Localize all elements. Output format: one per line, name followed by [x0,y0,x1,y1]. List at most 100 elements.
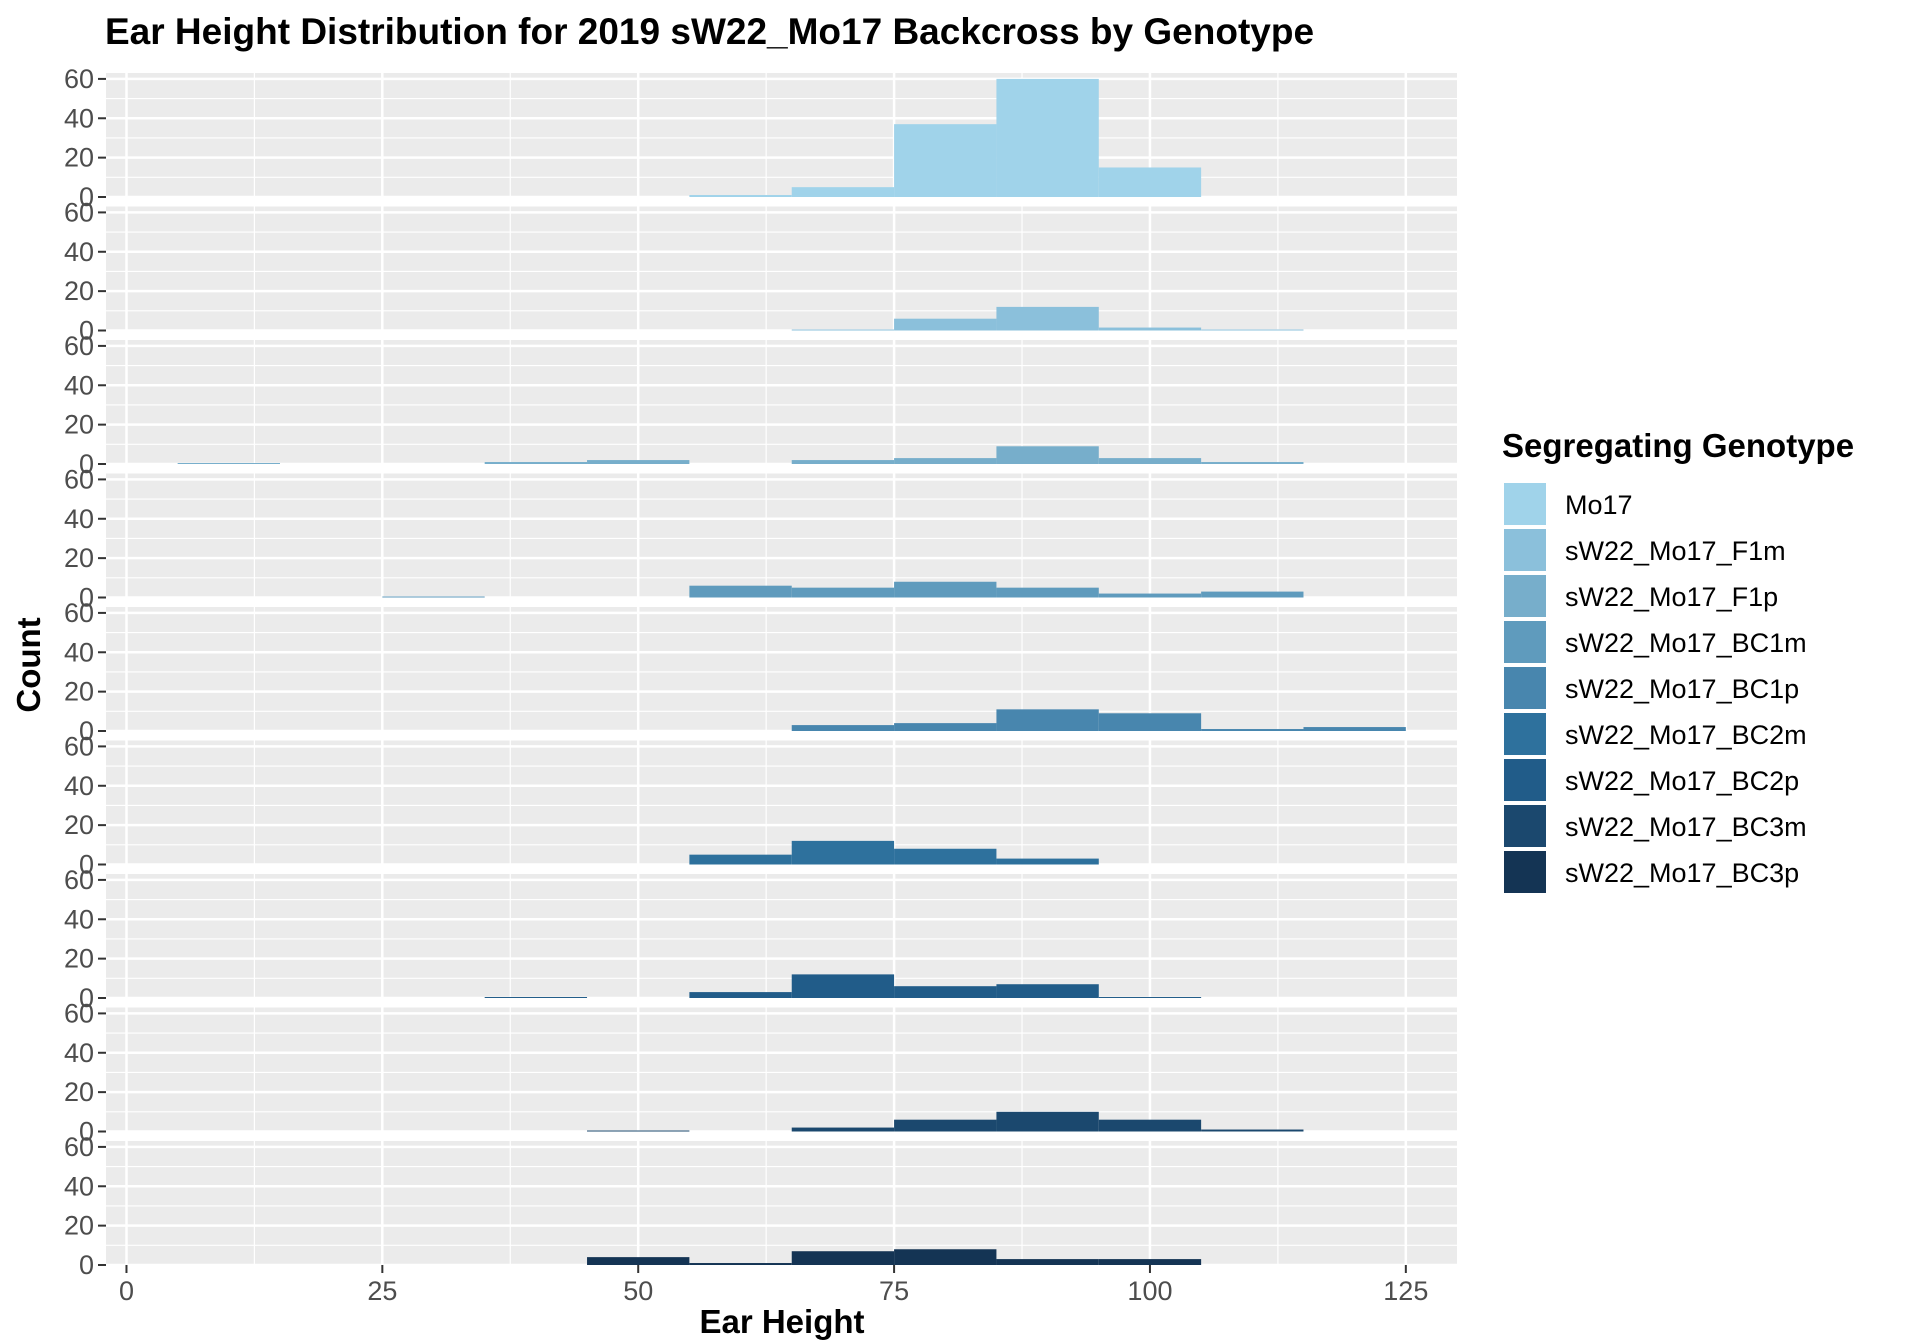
legend-swatch [1502,665,1548,711]
histogram-bar [689,854,792,865]
x-tick-label: 125 [1383,1276,1428,1306]
y-axis-title: Count [10,617,47,712]
y-tick-label: 40 [64,370,94,400]
histogram-bar [1201,329,1304,331]
x-tick-label: 75 [879,1276,909,1306]
legend-swatch [1502,573,1548,619]
chart-title: Ear Height Distribution for 2019 sW22_Mo… [105,11,1314,52]
legend-label: sW22_Mo17_BC1p [1565,674,1799,704]
facet-panel: 0 20 40 60 [64,1132,1457,1280]
y-tick-label: 60 [64,598,94,628]
histogram-bar [791,725,895,731]
legend-item: sW22_Mo17_BC2p [1502,757,1799,803]
histogram-bar [177,463,280,464]
facet-panel: 0 20 40 60 [64,464,1457,613]
x-axis-title: Ear Height [699,1303,864,1340]
histogram-bar [1098,713,1202,731]
panel-background [106,340,1457,464]
histogram-bar [1098,997,1202,998]
legend-swatch [1502,757,1548,803]
histogram-bar [996,587,1099,598]
histogram-bar [996,984,1099,998]
legend-swatch [1502,803,1548,849]
legend-swatch [1502,849,1548,895]
y-tick-label: 20 [64,143,94,173]
histogram-bar [1201,462,1304,464]
y-tick-label: 0 [79,583,94,613]
histogram-bar [791,1251,895,1265]
x-axis: 0 25 50 75 100 125 [119,1265,1428,1306]
legend-item: sW22_Mo17_BC3m [1502,803,1807,849]
y-tick-label: 60 [64,331,94,361]
histogram-bar [587,460,690,464]
panel-background [106,740,1457,865]
y-tick-label: 60 [64,64,94,94]
histogram-bar [1098,327,1202,331]
y-tick-label: 0 [79,850,94,880]
histogram-bar [996,1259,1099,1265]
legend-swatch [1502,619,1548,665]
histogram-bar [996,709,1099,731]
legend-item: sW22_Mo17_F1p [1502,573,1778,619]
histogram-bar [894,124,997,197]
facet-panel: 0 20 40 60 [64,998,1457,1147]
y-tick-label: 40 [64,237,94,267]
histogram-bar [791,187,895,197]
histogram-bar [689,195,792,197]
y-tick-label: 0 [79,182,94,212]
y-tick-label: 60 [64,865,94,895]
facet-panel: 0 20 40 60 [64,598,1457,746]
facet-panel: 0 20 40 60 [64,197,1457,346]
y-tick-label: 20 [64,543,94,573]
facet-panel: 0 20 40 60 [64,64,1457,212]
histogram-bar [791,1127,895,1132]
histogram-bar [791,840,895,865]
histogram-bar [894,318,997,331]
legend-label: sW22_Mo17_F1p [1565,582,1778,612]
histogram-bar [1098,1119,1202,1132]
histogram-bar [1201,729,1304,731]
histogram-bar [1098,167,1202,197]
x-tick-label: 100 [1127,1276,1172,1306]
histogram-bar [791,329,895,331]
histogram-bar [689,585,792,598]
histogram-bar [689,992,792,998]
y-tick-label: 60 [64,731,94,761]
x-tick-label: 25 [367,1276,397,1306]
panel-background [106,607,1457,731]
y-tick-label: 20 [64,410,94,440]
histogram-bar [894,1119,997,1132]
facet-panel: 0 20 40 60 [64,331,1457,479]
histogram-bar [587,1130,690,1132]
legend-items: Mo17 sW22_Mo17_F1m sW22_Mo17_F1p sW22_Mo17_… [1502,481,1807,895]
y-tick-label: 0 [79,1117,94,1147]
histogram-bar [689,1263,792,1265]
histogram-bar [1201,1129,1304,1132]
histogram-bar [587,1257,690,1265]
legend-label: sW22_Mo17_BC2p [1565,766,1799,796]
y-tick-label: 40 [64,1038,94,1068]
histogram-bar [1098,1259,1202,1265]
y-tick-label: 20 [64,677,94,707]
histogram-bar [996,1111,1099,1132]
panel-background [106,206,1457,331]
histogram-bar [894,581,997,598]
histogram-bar [1098,458,1202,464]
legend-swatch [1502,711,1548,757]
legend: Segregating Genotype Mo17 sW22_Mo17_F1m sW… [1502,427,1854,895]
legend-item: Mo17 [1502,481,1633,527]
y-tick-label: 40 [64,637,94,667]
panel-background [106,1007,1457,1132]
legend-item: sW22_Mo17_BC2m [1502,711,1807,757]
legend-label: sW22_Mo17_BC3p [1565,858,1799,888]
legend-item: sW22_Mo17_F1m [1502,527,1786,573]
histogram-bar [996,306,1099,331]
histogram-bar [894,848,997,865]
histogram-bar [894,723,997,731]
y-tick-label: 60 [64,998,94,1028]
y-tick-label: 0 [79,316,94,346]
histogram-bar [382,596,485,598]
y-tick-label: 20 [64,810,94,840]
y-tick-label: 20 [64,944,94,974]
